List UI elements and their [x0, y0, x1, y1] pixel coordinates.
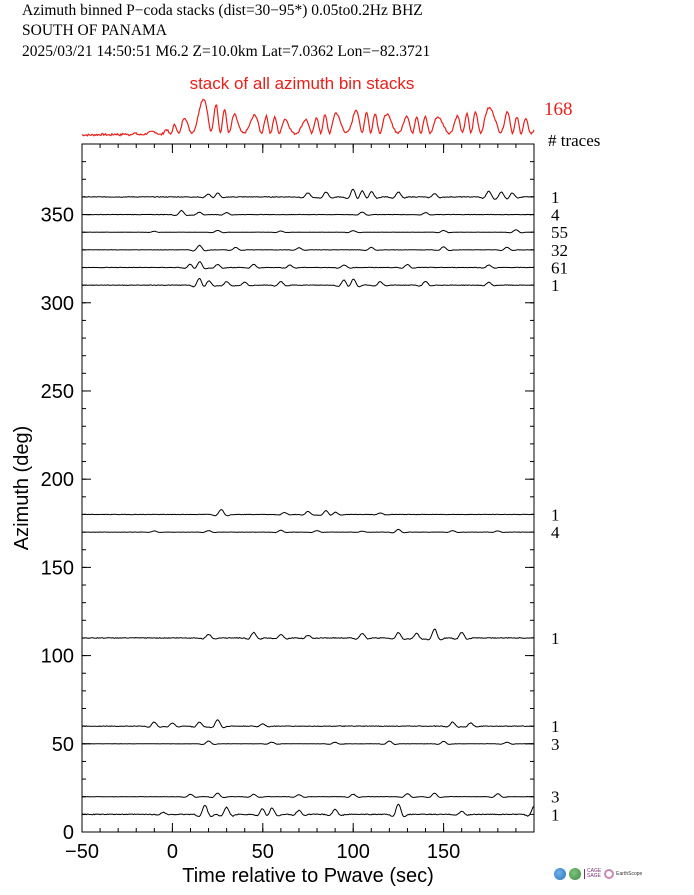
- trace-count-20: 3: [551, 788, 560, 807]
- trace-azimuth-10: [81, 803, 534, 818]
- y-tick-label: 200: [41, 469, 74, 491]
- cage-sage-logo: CAGE SAGE: [584, 869, 601, 879]
- y-tick-label: 100: [41, 646, 74, 668]
- trace-count-170: 4: [551, 523, 560, 542]
- y-axis-label: Azimuth (deg): [11, 426, 33, 551]
- trace-azimuth-50: [81, 740, 535, 746]
- trace-azimuth-330: [81, 244, 535, 252]
- trace-count-310: 1: [551, 276, 560, 295]
- y-tick-label: 0: [63, 822, 74, 844]
- x-axis-label: Time relative to Pwave (sec): [182, 865, 434, 887]
- earthscope-icon: [604, 869, 615, 879]
- header-region: SOUTH OF PANAMA: [22, 22, 167, 39]
- trace-azimuth-180: [82, 509, 535, 517]
- trace-count-50: 3: [551, 735, 560, 754]
- trace-count-320: 61: [551, 258, 568, 277]
- trace-count-350: 4: [551, 206, 560, 225]
- trace-count-180: 1: [551, 505, 560, 524]
- y-tick-label: 150: [41, 557, 74, 579]
- trace-count-110: 1: [551, 629, 560, 648]
- trace-count-10: 1: [551, 805, 560, 824]
- header-event-info: 2025/03/21 14:50:51 M6.2 Z=10.0km Lat=7.…: [22, 43, 431, 60]
- x-tick-label: 150: [427, 841, 460, 863]
- trace-azimuth-170: [81, 528, 534, 534]
- trace-azimuth-340: [81, 229, 535, 234]
- y-tick-label: 250: [41, 381, 74, 403]
- x-tick-label: −50: [65, 841, 99, 863]
- nsf-icon: [569, 868, 581, 880]
- stack-label: stack of all azimuth bin stacks: [190, 74, 415, 93]
- trace-count-360: 1: [551, 188, 560, 207]
- stack-trace: [81, 98, 535, 137]
- trace-azimuth-60: [81, 719, 535, 729]
- y-tick-label: 350: [41, 205, 74, 227]
- trace-count-60: 1: [551, 717, 560, 736]
- trace-azimuth-350: [82, 209, 535, 217]
- trace-count-340: 55: [551, 223, 568, 242]
- globe-icon: [554, 868, 566, 880]
- trace-azimuth-360: [81, 188, 535, 200]
- x-tick-label: 100: [337, 841, 370, 863]
- stack-count: 168: [544, 99, 573, 120]
- trace-azimuth-20: [81, 792, 535, 799]
- y-tick-label: 50: [52, 734, 74, 756]
- x-tick-label: 50: [252, 841, 274, 863]
- traces-header: # traces: [548, 131, 600, 150]
- trace-azimuth-110: [82, 628, 535, 641]
- trace-count-330: 32: [551, 241, 568, 260]
- trace-azimuth-310: [81, 277, 535, 288]
- trace-azimuth-320: [82, 261, 535, 270]
- plot-frame: [81, 143, 535, 833]
- y-tick-label: 300: [41, 293, 74, 315]
- logos: CAGE SAGE EarthScope: [554, 868, 642, 880]
- x-tick-label: 0: [167, 841, 178, 863]
- earthscope-logo: EarthScope: [604, 869, 642, 879]
- header-title: Azimuth binned P−coda stacks (dist=30−95…: [22, 2, 423, 19]
